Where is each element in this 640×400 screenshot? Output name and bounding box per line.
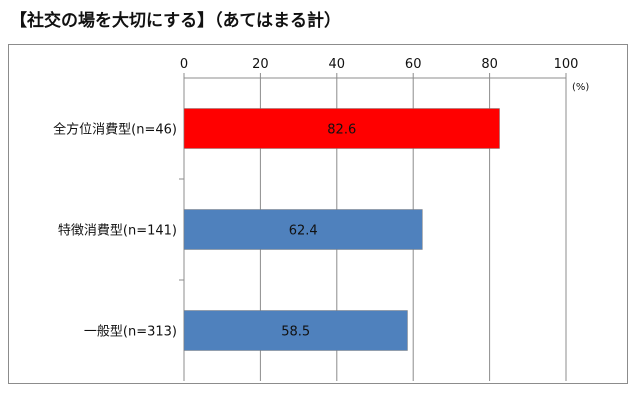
category-label-3: 一般型(n=313): [84, 324, 177, 340]
value-label-3: 58.5: [281, 325, 310, 340]
x-tick-label-100: 100: [554, 57, 579, 72]
x-tick-label-20: 20: [252, 57, 269, 72]
value-label-1: 82.6: [327, 123, 356, 138]
x-tick-label-40: 40: [329, 57, 346, 72]
chart-area: 0 20 40 60 80 100 (%) 82.6 全方位消費型(n=46) 62.4 特徴消費型…: [8, 44, 628, 384]
bar-2: [183, 209, 423, 250]
page-title: 【社交の場を大切にする】（あてはまる計）: [10, 11, 341, 31]
x-tick-label-60: 60: [405, 57, 422, 72]
value-label-2: 62.4: [289, 224, 318, 239]
bar-3: [183, 310, 408, 351]
unit-label: (%): [572, 82, 589, 93]
bar-chart: 0 20 40 60 80 100 (%) 82.6 全方位消費型(n=46) 62.4 特徴消費型…: [53, 57, 589, 381]
x-tick-label-80: 80: [481, 57, 498, 72]
category-label-1: 全方位消費型(n=46): [53, 122, 177, 138]
x-tick-label-0: 0: [180, 57, 188, 72]
category-label-2: 特徴消費型(n=141): [58, 224, 177, 239]
bar-1: [183, 108, 500, 149]
